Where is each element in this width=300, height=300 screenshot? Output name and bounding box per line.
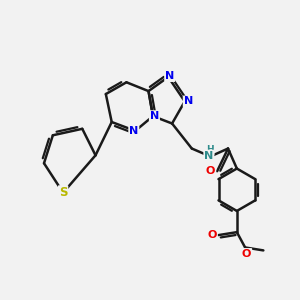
Text: O: O — [206, 166, 215, 176]
Text: N: N — [184, 96, 193, 106]
Text: N: N — [165, 71, 174, 81]
Text: O: O — [207, 230, 217, 239]
Text: O: O — [242, 249, 251, 259]
Text: N: N — [204, 151, 214, 160]
Text: N: N — [150, 111, 159, 121]
Text: S: S — [59, 186, 68, 199]
Text: N: N — [129, 126, 138, 136]
Text: H: H — [206, 146, 214, 154]
